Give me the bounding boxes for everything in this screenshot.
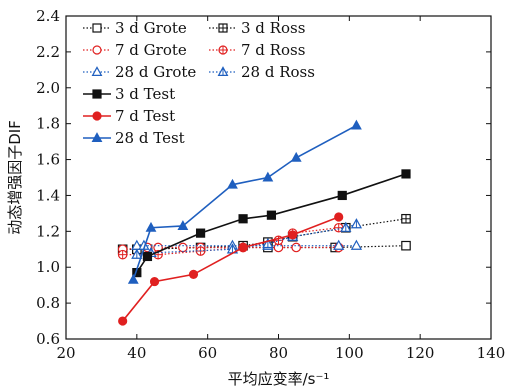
data-point-7-d-grote xyxy=(178,242,188,253)
series-layer xyxy=(117,119,411,326)
data-point-28-d-test xyxy=(290,151,302,162)
data-point-28-d-test xyxy=(227,178,238,189)
series-3-d-test xyxy=(132,169,411,278)
data-point-3-d-test xyxy=(142,251,153,262)
y-tick-label: 2.2 xyxy=(36,43,60,61)
series-line-7-d-test xyxy=(122,216,339,322)
x-tick-label: 60 xyxy=(198,344,217,362)
legend-marker xyxy=(91,66,103,77)
data-point-28-d-test xyxy=(262,171,274,182)
legend-item-7-d-grote: 7 d Grote xyxy=(83,41,187,59)
x-tick-label: 80 xyxy=(269,344,288,362)
legend-item-28-d-test: 28 d Test xyxy=(83,129,185,147)
data-point-7-d-test xyxy=(149,276,160,287)
legend-marker xyxy=(92,45,102,55)
data-point-3-d-grote xyxy=(401,240,411,251)
y-tick-label: 2.4 xyxy=(36,7,60,25)
legend-item-7-d-ross: 7 d Ross xyxy=(209,41,305,59)
x-axis-title: 平均应变率/s⁻¹ xyxy=(228,370,330,388)
legend-label: 7 d Grote xyxy=(115,41,187,59)
axis-ticks: 20 40 60 80 100 120 140 0.6 0.8 1.0 1.2 1.4 1.6 1.8 2.… xyxy=(36,7,505,362)
data-point-28-d-test xyxy=(145,221,157,232)
legend: 3 d Grote 7 d Grote 28 d Grote 3 d Test 7 d … xyxy=(83,19,315,147)
legend-item-7-d-test: 7 d Test xyxy=(83,107,175,125)
legend-label: 3 d Test xyxy=(115,85,175,103)
legend-item-28-d-ross: 28 d Ross xyxy=(209,63,315,81)
y-tick-label: 1.6 xyxy=(36,151,60,169)
legend-marker xyxy=(92,23,102,33)
data-point-7-d-grote xyxy=(291,242,302,253)
y-tick-label: 1.8 xyxy=(36,115,60,133)
y-tick-label: 1.4 xyxy=(36,186,60,204)
x-tick-label: 20 xyxy=(56,344,75,362)
x-tick-label: 120 xyxy=(406,344,435,362)
data-point-28-d-test xyxy=(177,220,189,230)
legend-marker xyxy=(92,89,102,99)
series-7-d-test xyxy=(118,212,344,326)
y-tick-label: 2.0 xyxy=(36,79,60,97)
series-28-d-test xyxy=(127,119,362,284)
legend-marker xyxy=(91,132,103,142)
legend-label: 28 d Grote xyxy=(115,63,196,81)
legend-marker xyxy=(92,111,102,121)
legend-label: 3 d Ross xyxy=(241,19,305,37)
data-point-7-d-test xyxy=(238,242,248,253)
data-point-7-d-test xyxy=(288,230,298,240)
y-tick-label: 0.8 xyxy=(36,294,60,312)
data-point-7-d-test xyxy=(334,212,344,222)
data-point-7-d-test xyxy=(188,269,199,279)
data-point-3-d-test xyxy=(401,169,411,179)
legend-label: 3 d Grote xyxy=(115,19,187,37)
legend-label: 28 d Ross xyxy=(241,63,315,81)
data-point-28-d-grote xyxy=(350,239,363,250)
legend-item-3-d-ross: 3 d Ross xyxy=(209,19,305,37)
data-point-28-d-grote xyxy=(333,239,345,250)
x-tick-label: 100 xyxy=(335,344,364,362)
series-line-3-d-test xyxy=(136,173,407,274)
y-tick-label: 1.2 xyxy=(36,222,60,240)
legend-item-28-d-grote: 28 d Grote xyxy=(83,63,196,81)
data-point-7-d-test xyxy=(118,316,128,326)
data-point-28-d-test xyxy=(351,119,362,130)
series-28-d-ross xyxy=(131,218,363,259)
y-axis-title: 动态增强因子DIF xyxy=(6,120,24,235)
data-point-3-d-test xyxy=(337,190,347,201)
y-tick-label: 1.0 xyxy=(36,258,60,276)
data-point-28-d-test xyxy=(127,273,139,284)
data-point-3-d-test xyxy=(195,228,206,238)
legend-label: 28 d Test xyxy=(115,129,185,147)
x-tick-label: 40 xyxy=(127,344,146,362)
legend-item-3-d-test: 3 d Test xyxy=(83,85,175,103)
y-tick-label: 0.6 xyxy=(36,330,60,348)
legend-label: 7 d Ross xyxy=(241,41,305,59)
x-tick-label: 140 xyxy=(477,344,506,362)
data-point-3-d-test xyxy=(266,210,277,220)
legend-item-3-d-grote: 3 d Grote xyxy=(83,19,187,37)
data-point-3-d-test xyxy=(238,214,248,224)
series-line-28-d-test xyxy=(132,124,357,281)
legend-label: 7 d Test xyxy=(115,107,175,125)
